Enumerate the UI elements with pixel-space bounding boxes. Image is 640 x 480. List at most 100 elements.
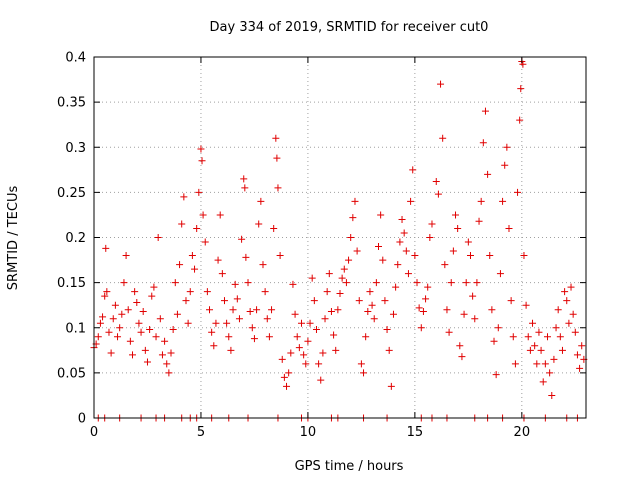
data-point <box>105 328 113 336</box>
data-point <box>475 217 483 225</box>
data-point <box>507 297 515 305</box>
data-point <box>439 134 447 142</box>
data-point <box>246 308 254 316</box>
data-point <box>370 315 378 323</box>
data-point <box>263 315 271 323</box>
data-point <box>231 280 239 288</box>
data-point <box>407 197 415 205</box>
x-tick-label: 10 <box>300 425 317 440</box>
data-point <box>383 326 391 334</box>
data-point <box>529 319 537 327</box>
data-point <box>240 175 248 183</box>
data-point <box>469 292 477 300</box>
data-point <box>156 315 164 323</box>
data-point <box>576 364 584 372</box>
data-point <box>514 188 522 196</box>
data-point <box>353 247 361 255</box>
data-point <box>441 261 449 269</box>
data-point <box>330 331 338 339</box>
data-point <box>139 308 147 316</box>
data-point <box>206 306 214 314</box>
y-tick-label: 0.25 <box>57 186 86 201</box>
data-point <box>278 355 286 363</box>
data-point <box>199 211 207 219</box>
data-point <box>321 315 329 323</box>
data-point <box>315 360 323 368</box>
data-point <box>191 265 199 273</box>
data-point <box>394 261 402 269</box>
data-point <box>486 252 494 260</box>
data-point <box>310 297 318 305</box>
data-point <box>345 256 353 264</box>
data-points <box>90 58 588 422</box>
data-point <box>306 319 314 327</box>
data-point <box>336 289 344 297</box>
data-point <box>517 85 525 93</box>
data-point <box>372 279 380 287</box>
data-point <box>285 369 293 377</box>
y-tick-label: 0.05 <box>57 366 86 381</box>
data-point <box>466 252 474 260</box>
data-point <box>161 337 169 345</box>
chart-title: Day 334 of 2019, SRMTID for receiver cut… <box>210 20 489 35</box>
data-point <box>503 143 511 151</box>
data-point <box>413 279 421 287</box>
data-point <box>424 283 432 291</box>
data-point <box>539 378 547 386</box>
data-point <box>302 360 310 368</box>
data-point <box>141 346 149 354</box>
data-point <box>253 306 261 314</box>
data-point <box>268 306 276 314</box>
data-point <box>501 161 509 169</box>
data-point <box>563 297 571 305</box>
data-point <box>567 283 575 291</box>
data-point <box>218 270 226 278</box>
data-point <box>101 292 109 300</box>
data-point <box>274 184 282 192</box>
data-point <box>126 337 134 345</box>
data-point <box>546 369 554 377</box>
data-point <box>520 252 528 260</box>
data-point <box>186 288 194 296</box>
data-point <box>334 306 342 314</box>
data-point <box>257 197 265 205</box>
data-point <box>176 261 184 269</box>
data-point <box>535 328 543 336</box>
data-point <box>561 288 569 296</box>
data-point <box>379 256 387 264</box>
data-point <box>533 360 541 368</box>
data-point <box>554 306 562 314</box>
data-point <box>325 270 333 278</box>
data-point <box>565 319 573 327</box>
data-point <box>273 154 281 162</box>
data-point <box>283 382 291 390</box>
x-tick-label: 0 <box>90 425 98 440</box>
data-point <box>447 279 455 287</box>
data-point <box>297 319 305 327</box>
y-tick-label: 0.4 <box>65 51 86 66</box>
data-point <box>227 346 235 354</box>
data-point <box>543 333 551 341</box>
data-point <box>516 116 524 124</box>
data-point <box>323 288 331 296</box>
x-axis-label: GPS time / hours <box>295 459 404 474</box>
data-point <box>99 313 107 321</box>
data-point <box>402 247 410 255</box>
data-point <box>355 297 363 305</box>
data-point <box>225 333 233 341</box>
data-point <box>133 298 141 306</box>
data-point <box>473 279 481 287</box>
data-point <box>94 333 102 341</box>
data-point <box>400 229 408 237</box>
data-point <box>396 238 404 246</box>
data-point <box>229 306 237 314</box>
data-point <box>96 319 104 327</box>
x-tick-label: 15 <box>407 425 424 440</box>
data-point <box>198 157 206 165</box>
data-point <box>417 324 425 332</box>
data-point <box>419 308 427 316</box>
data-point <box>182 297 190 305</box>
data-point <box>537 346 545 354</box>
y-tick-label: 0.3 <box>65 141 86 156</box>
